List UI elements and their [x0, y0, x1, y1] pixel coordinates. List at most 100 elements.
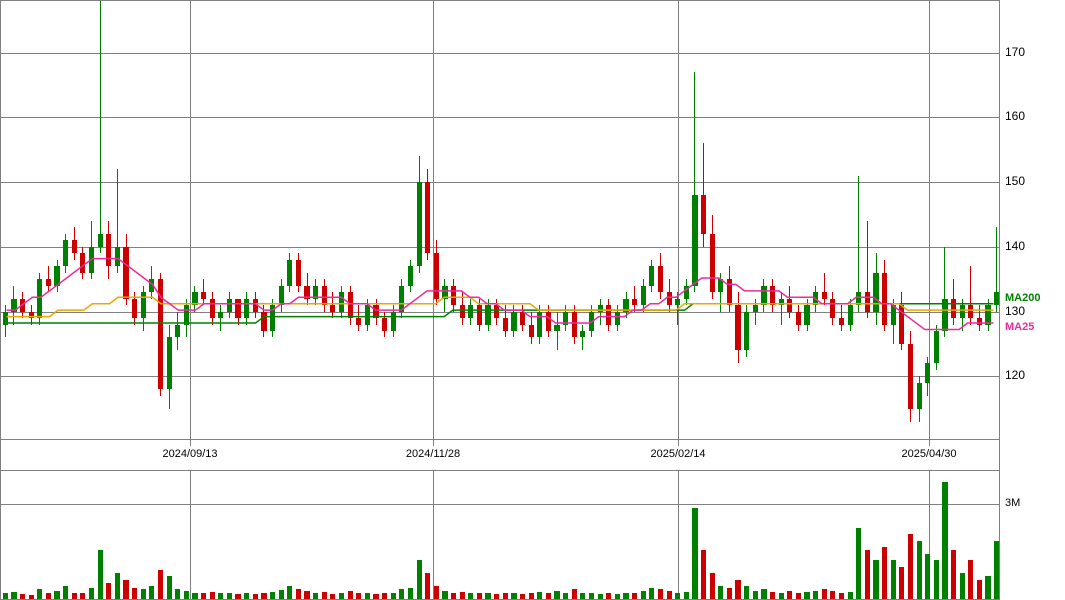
candle-body [244, 299, 249, 318]
volume-bar [761, 589, 766, 599]
volume-bar [563, 593, 568, 599]
volume-bar [115, 573, 120, 599]
grid-line [1, 247, 999, 248]
candle-body [167, 337, 172, 389]
candle-body [701, 195, 706, 234]
candle-body [408, 266, 413, 285]
candle-body [227, 299, 232, 312]
candle-body [563, 312, 568, 325]
candle-body [132, 299, 137, 318]
candle-body [434, 253, 439, 298]
volume-bar [11, 592, 16, 599]
volume-bar [123, 580, 128, 600]
candle-body [796, 312, 801, 325]
volume-bar [615, 594, 620, 599]
price-panel[interactable] [0, 0, 1000, 440]
candle-body [572, 312, 577, 338]
volume-bar [917, 541, 922, 600]
candle-wick [677, 292, 678, 324]
candle-body [718, 279, 723, 292]
volume-bar [468, 593, 473, 599]
volume-bar [287, 586, 292, 599]
candle-body [20, 299, 25, 312]
candle-body [451, 286, 456, 305]
candle-body [710, 234, 715, 292]
candle-body [175, 325, 180, 338]
date-axis-label: 2024/11/28 [406, 448, 460, 460]
volume-bar [218, 593, 223, 599]
y-axis-tick-label: 120 [1005, 368, 1025, 382]
volume-bar [227, 593, 232, 600]
volume-bar [63, 586, 68, 599]
volume-bar [451, 593, 456, 600]
volume-bar [477, 593, 482, 600]
candle-body [882, 273, 887, 325]
volume-bar [537, 592, 542, 599]
y-axis-tick-label: 150 [1005, 174, 1025, 188]
volume-bar [72, 593, 77, 600]
volume-bar [529, 593, 534, 600]
candle-body [649, 266, 654, 285]
grid-line [190, 1, 191, 439]
grid-line [433, 1, 434, 439]
volume-bar [304, 591, 309, 599]
grid-line [433, 471, 434, 599]
ma-overlay [1, 1, 999, 439]
volume-bar [554, 591, 559, 599]
volume-bar [899, 567, 904, 600]
candle-body [985, 305, 990, 324]
candle-body [253, 299, 258, 312]
volume-bar [692, 508, 697, 599]
candle-body [598, 305, 603, 311]
candle-body [615, 312, 620, 325]
volume-bar [235, 594, 240, 599]
volume-bar [951, 550, 956, 599]
grid-line [1, 376, 999, 377]
candle-body [287, 260, 292, 286]
candle-body [839, 318, 844, 324]
volume-bar [192, 593, 197, 600]
candle-body [675, 299, 680, 305]
grid-line [678, 471, 679, 599]
candle-body [485, 305, 490, 324]
volume-bar [873, 560, 878, 599]
volume-bar [606, 593, 611, 599]
candle-body [218, 312, 223, 318]
candle-body [891, 305, 896, 324]
date-tick [678, 440, 679, 446]
candlestick-chart: 2024/09/132024/11/282025/02/142025/04/30… [0, 0, 1065, 600]
date-tick [190, 440, 191, 446]
candle-body [925, 363, 930, 382]
volume-bar [132, 588, 137, 599]
volume-bar [391, 593, 396, 600]
volume-bar [701, 550, 706, 599]
candle-body [641, 286, 646, 305]
grid-line [190, 471, 191, 599]
candle-body [667, 292, 672, 305]
candle-body [89, 247, 94, 273]
candle-wick [824, 273, 825, 305]
volume-bar [511, 593, 516, 599]
candle-body [848, 305, 853, 324]
date-axis-label: 2025/02/14 [650, 448, 705, 460]
candle-body [322, 286, 327, 305]
volume-bar [417, 560, 422, 599]
grid-line [678, 1, 679, 439]
volume-bar [727, 588, 732, 599]
candle-body [899, 305, 904, 344]
volume-bar [485, 593, 490, 599]
ma75-line [7, 297, 994, 316]
volume-panel[interactable] [0, 470, 1000, 600]
candle-body [201, 292, 206, 298]
candle-body [468, 305, 473, 318]
volume-bar [641, 591, 646, 599]
volume-bar [158, 570, 163, 599]
candle-body [80, 253, 85, 272]
volume-bar [787, 591, 792, 599]
volume-bar [589, 593, 594, 599]
volume-bar [623, 593, 628, 600]
candle-body [3, 312, 8, 325]
ma25-line [7, 259, 994, 330]
candle-body [373, 305, 378, 318]
candle-body [804, 305, 809, 324]
